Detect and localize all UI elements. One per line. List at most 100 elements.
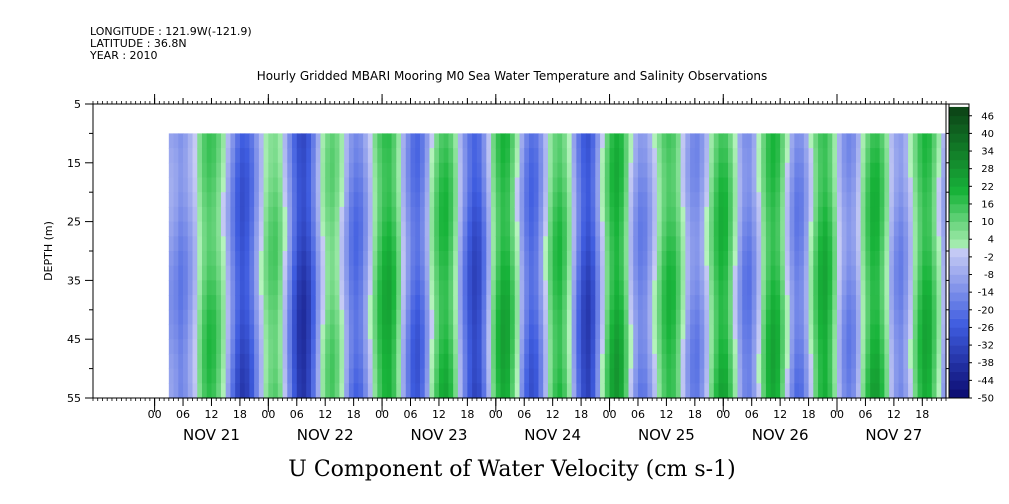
heatmap-cell [775,265,781,281]
heatmap-cell [884,265,890,281]
heatmap-cell [505,177,511,193]
heatmap-cell [784,236,791,252]
heatmap-cell [666,133,672,149]
heatmap-cell [505,192,511,208]
heatmap-cell [462,368,468,384]
heatmap-cell [491,353,497,370]
heatmap-cell [581,353,587,370]
heatmap-cell [799,177,805,193]
heatmap-cell [818,133,824,149]
heatmap-cell [344,148,350,164]
heatmap-cell [652,206,658,223]
heatmap-cell [879,309,885,326]
heatmap-cell [396,236,402,252]
heatmap-cell [780,133,786,149]
heatmap-cell [728,148,734,164]
heatmap-cell [794,148,800,164]
heatmap-cell [775,133,781,149]
heatmap-cell [538,265,544,281]
colorbar-label: -32 [978,341,994,352]
heatmap-cell [775,206,781,223]
heatmap-cell [884,192,890,208]
colorbar-label: 10 [981,217,994,228]
heatmap-cell [562,295,568,311]
heatmap-cell [192,368,198,384]
heatmap-cell [306,339,312,355]
heatmap-cell [358,265,364,281]
heatmap-cell [254,295,260,311]
heatmap-cell [510,206,516,223]
heatmap-cell [827,148,833,164]
heatmap-cell [709,221,715,237]
heatmap-cell [377,236,383,252]
heatmap-cell [851,162,857,179]
heatmap-cell [415,265,421,281]
heatmap-cell [292,251,298,267]
heatmap-cell [424,339,431,355]
heatmap-cell [832,309,838,326]
heatmap-cell [562,133,568,149]
heatmap-cell [457,324,464,340]
heatmap-cell [808,148,814,164]
heatmap-cell [220,324,227,340]
heatmap-cell [690,324,696,340]
heatmap-cell [874,295,881,311]
heatmap-cell [746,280,753,296]
heatmap-cell [287,192,293,208]
heatmap-cell [713,206,720,223]
colorbar-swatch [949,256,969,266]
heatmap-cell [377,353,383,370]
heatmap-cell [457,236,464,252]
heatmap-cell [419,162,426,179]
heatmap-cell [898,368,904,384]
heatmap-cell [273,236,279,252]
heatmap-cell [803,295,810,311]
heatmap-cell [666,177,672,193]
heatmap-cell [690,221,696,237]
heatmap-cell [874,383,881,399]
heatmap-cell [595,265,601,281]
heatmap-cell [647,236,653,252]
heatmap-cell [320,368,326,384]
heatmap-cell [301,192,307,208]
heatmap-cell [576,206,582,223]
colorbar-label: 22 [981,182,994,193]
heatmap-cell [500,221,506,237]
heatmap-cell [372,133,378,149]
heatmap-cell [211,206,217,223]
heatmap-cell [348,133,355,149]
heatmap-cell [652,280,658,296]
heatmap-cell [201,206,208,223]
heatmap-cell [230,295,236,311]
heatmap-cell [453,192,459,208]
heatmap-cell [533,206,540,223]
heatmap-cell [737,148,743,164]
heatmap-cell [348,236,355,252]
heatmap-cell [761,221,767,237]
heatmap-cell [642,280,649,296]
heatmap-cell [893,221,900,237]
heatmap-cell [429,251,435,267]
heatmap-cell [732,353,739,370]
heatmap-cell [424,383,431,399]
heatmap-cell [486,206,492,223]
heatmap-cell [637,368,644,384]
heatmap-cell [756,162,762,179]
heatmap-cell [476,148,483,164]
heatmap-cell [443,368,450,384]
heatmap-cell [254,177,260,193]
heatmap-cell [372,383,378,399]
heatmap-cell [851,383,857,399]
heatmap-cell [410,383,416,399]
heatmap-cell [704,133,710,149]
heatmap-cell [884,251,890,267]
heatmap-cell [301,133,307,149]
heatmap-cell [614,324,620,340]
heatmap-cell [770,162,776,179]
heatmap-cell [306,353,312,370]
heatmap-cell [192,265,198,281]
heatmap-cell [884,339,890,355]
colorbar-label: -44 [978,376,994,387]
heatmap-cell [538,221,544,237]
colorbar-label: 16 [981,199,994,210]
